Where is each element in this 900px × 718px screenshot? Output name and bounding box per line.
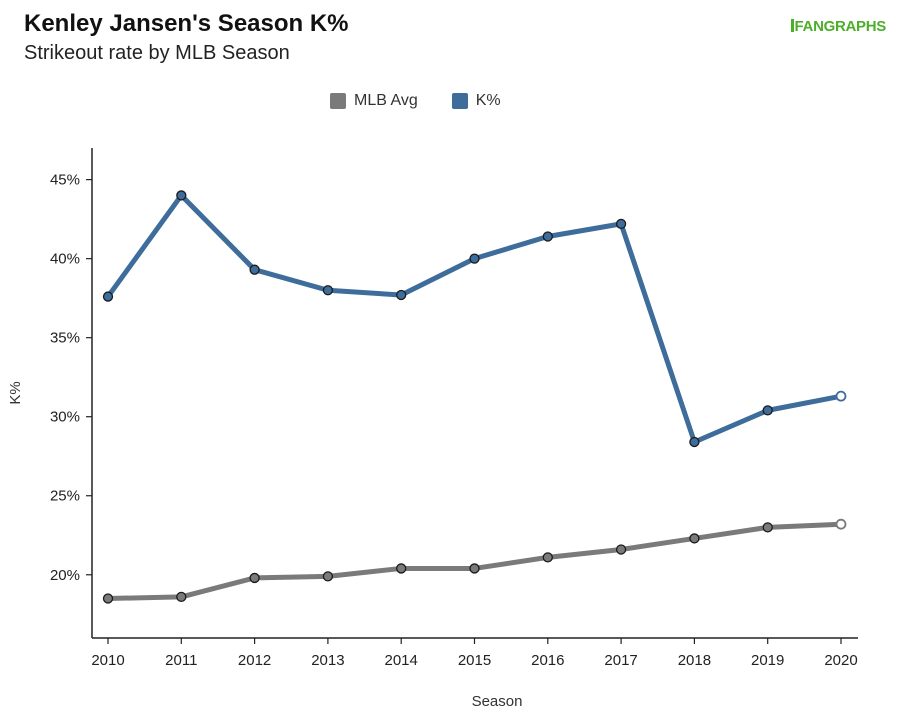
x-tick-label: 2017 bbox=[604, 652, 637, 669]
data-point-mlb-avg[interactable] bbox=[542, 552, 553, 563]
series-line-mlb-avg bbox=[105, 521, 844, 601]
x-tick-label: 2011 bbox=[165, 652, 197, 669]
data-point-k-pct[interactable] bbox=[762, 405, 773, 416]
data-point-k-pct[interactable] bbox=[102, 291, 114, 302]
legend-label-mlb-avg: MLB Avg bbox=[354, 92, 418, 109]
x-tick-label: 2010 bbox=[91, 652, 124, 669]
x-tick-label: 2018 bbox=[678, 652, 711, 669]
data-point-k-pct[interactable] bbox=[689, 436, 700, 448]
series-line-k-pct bbox=[105, 192, 844, 445]
x-tick-label: 2019 bbox=[751, 652, 784, 669]
y-tick-label: 40% bbox=[50, 251, 80, 268]
data-point-k-pct[interactable] bbox=[615, 218, 627, 230]
data-point-k-pct[interactable] bbox=[176, 190, 187, 201]
data-point-k-pct[interactable] bbox=[469, 253, 480, 264]
fangraphs-logo[interactable]: FANGRAPHS bbox=[790, 18, 887, 35]
y-tick-label: 25% bbox=[50, 488, 80, 505]
x-tick-label: 2012 bbox=[238, 652, 271, 669]
data-point-mlb-avg[interactable] bbox=[396, 563, 407, 574]
legend-label-k-pct: K% bbox=[475, 92, 501, 109]
data-point-mlb-avg[interactable] bbox=[835, 518, 847, 530]
data-point-mlb-avg[interactable] bbox=[615, 544, 627, 555]
axes: 20% 25% 30% 35% 40% 45% 2010 2011 2012 2013 2014 20… bbox=[50, 148, 858, 669]
data-point-mlb-avg[interactable] bbox=[176, 591, 187, 603]
legend: MLB Avg K% bbox=[330, 92, 501, 110]
data-point-mlb-avg[interactable] bbox=[102, 593, 114, 604]
x-tick-label: 2015 bbox=[458, 652, 491, 669]
data-point-mlb-avg[interactable] bbox=[249, 572, 260, 584]
y-tick-label: 35% bbox=[50, 330, 80, 347]
x-tick-label: 2016 bbox=[531, 652, 564, 669]
chart-subtitle: Strikeout rate by MLB Season bbox=[24, 42, 290, 64]
data-point-k-pct[interactable] bbox=[542, 231, 553, 242]
data-point-k-pct[interactable] bbox=[835, 390, 847, 402]
y-tick-label: 45% bbox=[50, 172, 80, 189]
data-point-k-pct[interactable] bbox=[396, 289, 407, 301]
x-tick-label: 2013 bbox=[311, 652, 344, 669]
legend-swatch-mlb-avg bbox=[330, 93, 346, 109]
legend-item-mlb-avg[interactable]: MLB Avg bbox=[330, 92, 418, 110]
series-layer bbox=[102, 190, 847, 604]
legend-item-k-pct[interactable]: K% bbox=[451, 92, 501, 110]
x-tick-label: 2020 bbox=[824, 652, 857, 669]
data-point-mlb-avg[interactable] bbox=[322, 571, 334, 582]
data-point-k-pct[interactable] bbox=[322, 285, 334, 296]
data-point-mlb-avg[interactable] bbox=[762, 522, 773, 533]
x-tick-label: 2014 bbox=[385, 652, 418, 669]
y-axis-label: K% bbox=[7, 381, 24, 404]
y-tick-label: 20% bbox=[50, 567, 80, 584]
data-point-mlb-avg[interactable] bbox=[689, 533, 700, 544]
logo-bar-icon bbox=[790, 19, 794, 32]
data-point-k-pct[interactable] bbox=[249, 264, 260, 275]
logo-text: FANGRAPHS bbox=[794, 18, 887, 35]
legend-swatch-k-pct bbox=[451, 93, 468, 109]
chart-title: Kenley Jansen's Season K% bbox=[24, 10, 349, 37]
x-axis-label: Season bbox=[472, 693, 523, 710]
y-tick-label: 30% bbox=[50, 409, 80, 426]
data-point-mlb-avg[interactable] bbox=[469, 563, 480, 574]
